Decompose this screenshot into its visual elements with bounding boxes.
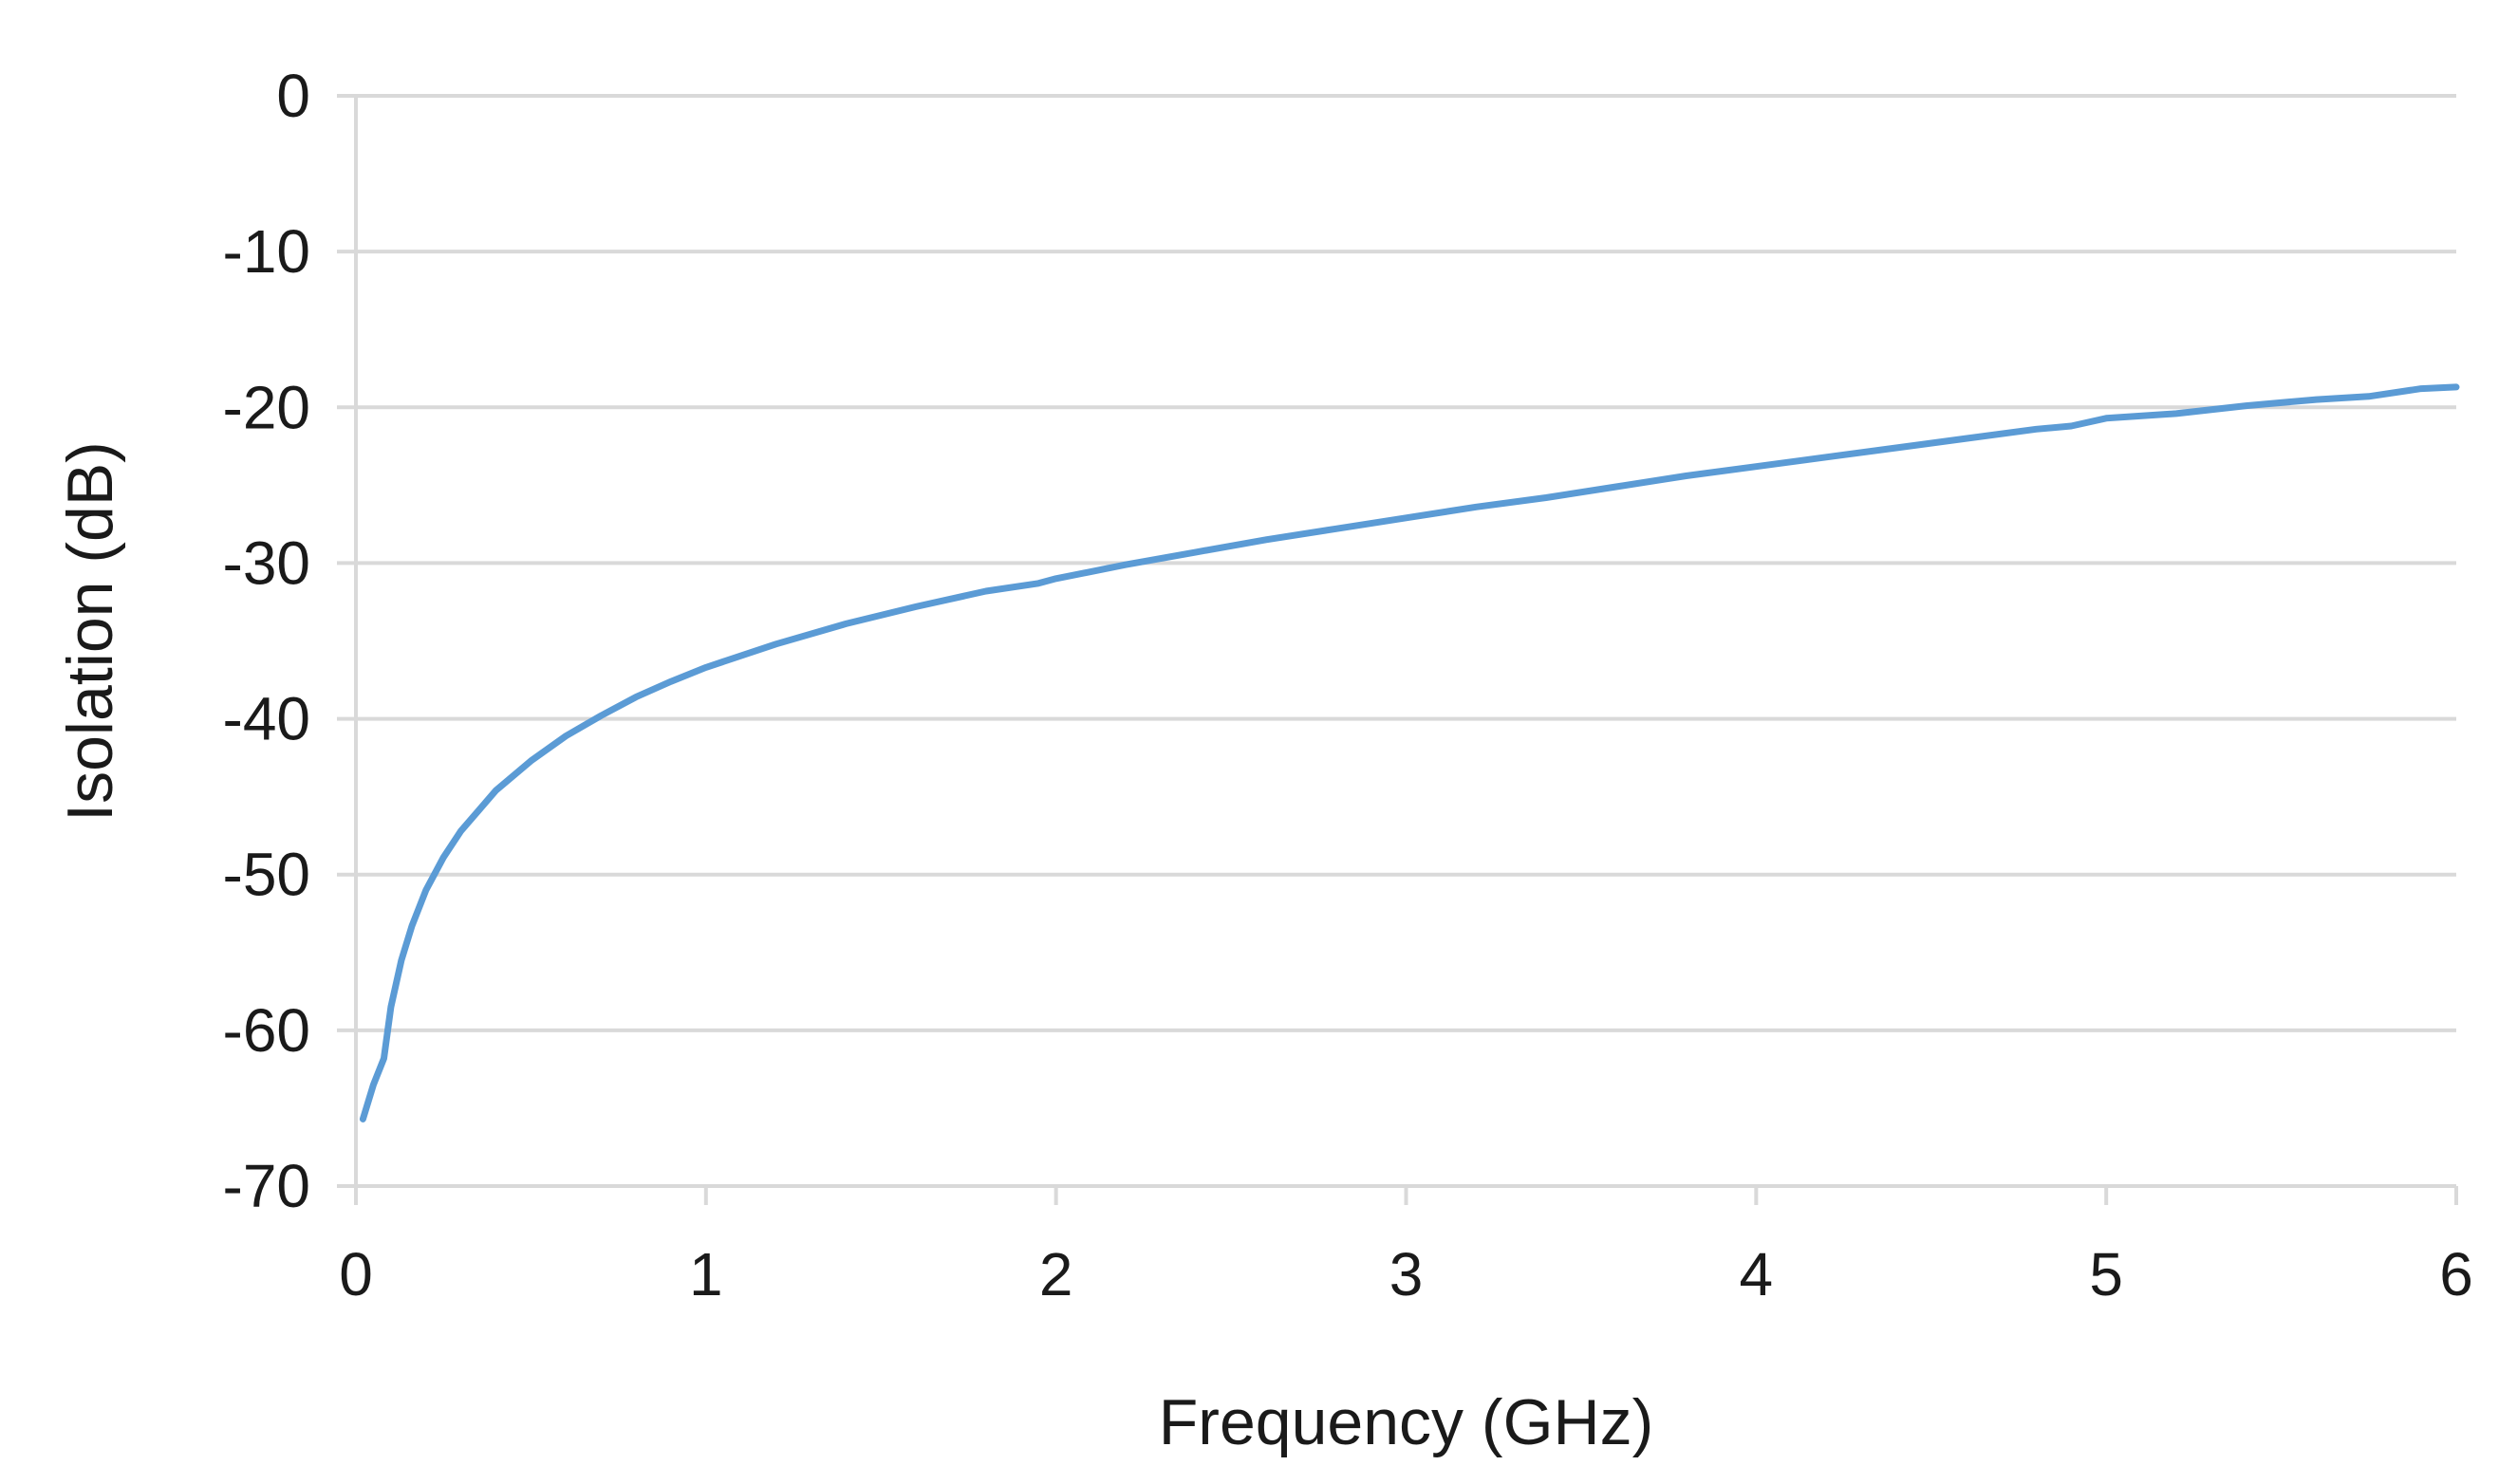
- y-tick-label: 0: [276, 62, 310, 130]
- y-axis-title: Isolation (dB): [54, 441, 126, 822]
- x-tick-label: 3: [1389, 1240, 1424, 1308]
- axis-layer: [337, 94, 2458, 1205]
- y-tick-label: -60: [223, 996, 311, 1065]
- tick-label-layer: 0 -10 -20 -30 -40 -50 -60 -70 0 1 2 3 4 5 6: [223, 62, 2473, 1308]
- x-tick-label: 2: [1039, 1240, 1073, 1308]
- y-tick-label: -70: [223, 1152, 311, 1220]
- series-layer: [359, 383, 2460, 1122]
- y-tick-label: -30: [223, 529, 311, 597]
- grid-layer: [356, 94, 2456, 1032]
- y-tick-label: -40: [223, 685, 311, 753]
- x-axis-title: Frequency (GHz): [1159, 1386, 1653, 1458]
- x-tick-label: 5: [2089, 1240, 2123, 1308]
- x-tick-label: 0: [339, 1240, 373, 1308]
- y-tick-label: -50: [223, 841, 311, 909]
- x-tick-label: 4: [1740, 1240, 1774, 1308]
- y-tick-label: -20: [223, 373, 311, 441]
- x-tick-label: 1: [689, 1240, 723, 1308]
- x-tick-label: 6: [2439, 1240, 2473, 1308]
- isolation-series-line: [359, 383, 2460, 1122]
- y-tick-label: -10: [223, 217, 311, 286]
